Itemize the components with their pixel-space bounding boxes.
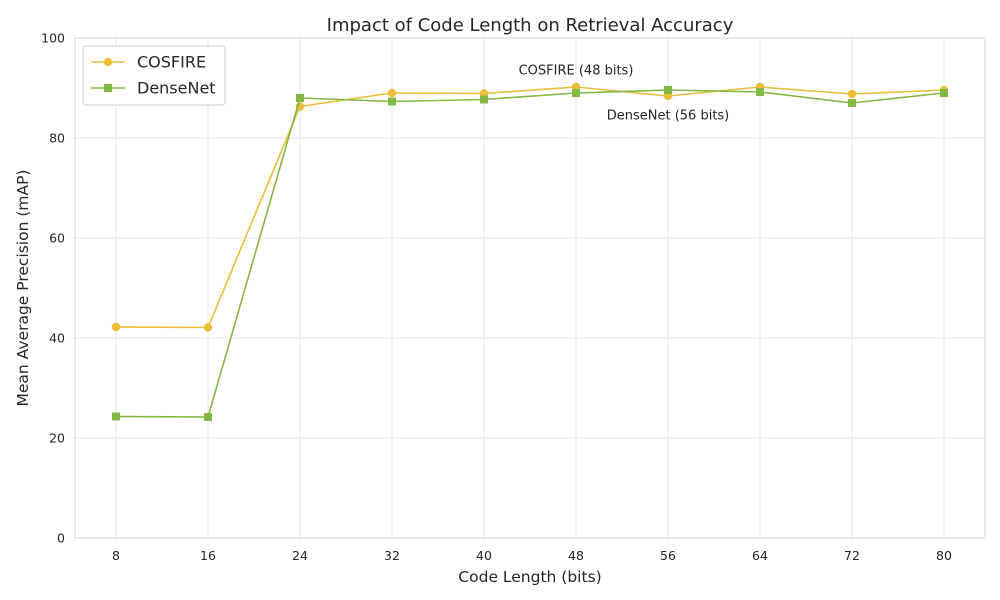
tick-labels: 8 16 24 32 40 48 56 64 72 80 0 20 40 60 80 100: [41, 31, 952, 564]
legend-item-densenet: DenseNet: [91, 79, 216, 98]
data-point-densenet: [204, 413, 212, 421]
data-point-densenet: [388, 97, 396, 106]
x-tick-label: 24: [292, 548, 308, 563]
data-point-cosfire: [847, 89, 857, 99]
y-tick-label: 60: [49, 231, 65, 246]
legend-marker: [104, 84, 112, 92]
series-densenet: [112, 86, 948, 421]
y-axis-label: Mean Average Precision (mAP): [14, 170, 32, 407]
annotation-label: DenseNet (56 bits): [607, 109, 730, 124]
series-layer: [111, 82, 949, 421]
x-tick-label: 16: [200, 548, 216, 563]
x-tick-label: 64: [752, 548, 768, 563]
y-tick-label: 100: [41, 31, 65, 46]
data-point-cosfire: [387, 88, 397, 98]
legend-label: COSFIRE: [137, 53, 206, 72]
y-tick-label: 40: [49, 331, 65, 346]
x-axis-label: Code Length (bits): [458, 568, 601, 586]
y-tick-label: 80: [49, 131, 65, 146]
legend-item-cosfire: COSFIRE: [91, 53, 206, 72]
data-point-densenet: [572, 89, 580, 97]
data-point-densenet: [664, 86, 672, 94]
x-tick-label: 32: [384, 548, 400, 563]
x-tick-label: 56: [660, 548, 676, 563]
x-tick-label: 72: [844, 548, 860, 563]
y-tick-label: 20: [49, 431, 65, 446]
legend-box: [82, 45, 226, 106]
data-point-densenet: [756, 88, 764, 96]
plot-frame: [74, 37, 986, 539]
data-point-densenet: [296, 94, 304, 102]
x-tick-label: 80: [936, 548, 952, 563]
data-point-cosfire: [203, 323, 213, 332]
legend-marker: [103, 57, 113, 67]
legend: COSFIRE DenseNet: [82, 45, 226, 106]
series-line-densenet: [115, 89, 945, 418]
x-tick-label: 40: [476, 548, 492, 563]
data-point-cosfire: [111, 322, 121, 332]
series-line-cosfire: [115, 86, 945, 329]
data-point-densenet: [112, 412, 120, 421]
legend-items: COSFIRE DenseNet: [91, 53, 216, 98]
annotations: COSFIRE (48 bits) DenseNet (56 bits): [519, 64, 730, 124]
legend-label: DenseNet: [137, 79, 216, 98]
x-tick-label: 48: [568, 548, 584, 563]
annotation-label: COSFIRE (48 bits): [519, 64, 634, 79]
data-point-densenet: [848, 99, 856, 107]
x-tick-label: 8: [112, 548, 120, 563]
y-tick-label: 0: [57, 531, 65, 546]
data-point-densenet: [480, 95, 488, 104]
chart-title: Impact of Code Length on Retrieval Accur…: [327, 15, 734, 36]
data-point-densenet: [940, 89, 948, 97]
